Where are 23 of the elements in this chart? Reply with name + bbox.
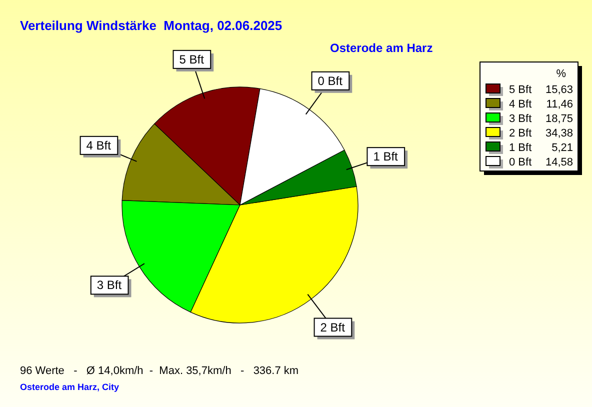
chart-subtitle: Osterode am Harz [330,41,433,55]
data-label: 34,38 [545,128,573,140]
legend-label: 4 Bft [509,98,532,110]
data-label: 11,46 [546,98,573,110]
data-label: 5,21 [552,142,573,154]
slice-label: 4 Bft [86,138,112,152]
chart-title: Verteilung Windstärke Montag, 02.06.2025 [20,18,282,33]
slice-label: 5 Bft [179,52,205,66]
data-label: 18,75 [545,113,573,125]
legend-label: 2 Bft [509,128,532,140]
text: 96 Werte - Ø 14,0km/h - Max. 35,7km/h - 336.7 km [20,365,299,377]
slice-label: 1 Bft [373,150,399,164]
legend-label: 5 Bft [509,84,532,96]
legend-title: % [556,68,566,80]
data-label: 15,63 [545,84,573,96]
legend-label: 1 Bft [509,142,532,154]
legend-label: 0 Bft [509,156,532,168]
slice-label: 2 Bft [320,320,346,334]
legend-label: 3 Bft [509,113,532,125]
slice-label: 3 Bft [96,278,122,292]
slice-label: 0 Bft [318,74,344,88]
text: Osterode am Harz, City [20,382,120,392]
data-label: 14,58 [545,156,573,168]
